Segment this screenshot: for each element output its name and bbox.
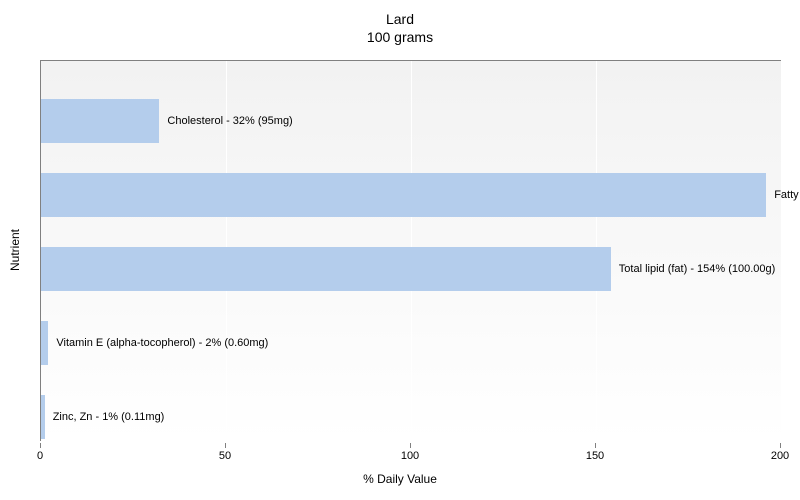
chart-title-line2: 100 grams [367, 29, 433, 45]
chart-container: Lard 100 grams Nutrient Cholesterol - 32… [0, 0, 800, 500]
chart-title-line1: Lard [386, 11, 414, 27]
x-tick [780, 443, 781, 448]
bar-label: Fatty acids, total saturated - 196% (39.… [774, 173, 800, 217]
chart-title: Lard 100 grams [0, 10, 800, 46]
x-axis-title: % Daily Value [0, 472, 800, 486]
bar-label: Total lipid (fat) - 154% (100.00g) [619, 247, 776, 291]
bar [41, 173, 766, 217]
x-tick [595, 443, 596, 448]
bar [41, 395, 45, 439]
x-tick-label: 0 [37, 450, 43, 462]
bar-label: Zinc, Zn - 1% (0.11mg) [53, 395, 165, 439]
x-tick [40, 443, 41, 448]
bar [41, 99, 159, 143]
y-axis-title: Nutrient [8, 229, 22, 271]
bar [41, 321, 48, 365]
x-tick-label: 50 [219, 450, 231, 462]
x-tick [410, 443, 411, 448]
x-tick-label: 200 [771, 450, 789, 462]
plot-area: Cholesterol - 32% (95mg)Fatty acids, tot… [40, 60, 781, 441]
x-tick [225, 443, 226, 448]
bar-label: Vitamin E (alpha-tocopherol) - 2% (0.60m… [56, 321, 268, 365]
x-tick-label: 150 [586, 450, 604, 462]
grid-line [781, 61, 782, 441]
bar [41, 247, 611, 291]
bar-label: Cholesterol - 32% (95mg) [167, 99, 292, 143]
x-tick-label: 100 [401, 450, 419, 462]
